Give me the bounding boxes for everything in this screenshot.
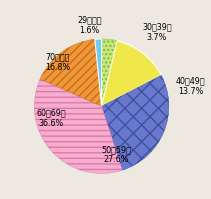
Wedge shape xyxy=(101,75,169,170)
Text: 50～59歳
27.6%: 50～59歳 27.6% xyxy=(101,145,131,164)
Text: 70歳以上
16.8%: 70歳以上 16.8% xyxy=(45,53,70,72)
Text: 29歳以下
1.6%: 29歳以下 1.6% xyxy=(77,16,102,35)
Wedge shape xyxy=(40,39,101,106)
Wedge shape xyxy=(101,39,117,106)
Wedge shape xyxy=(101,41,161,106)
Text: 30～39歳
3.7%: 30～39歳 3.7% xyxy=(142,22,172,42)
Wedge shape xyxy=(34,79,122,174)
Text: 40～49歳
13.7%: 40～49歳 13.7% xyxy=(176,76,205,96)
Wedge shape xyxy=(95,39,101,106)
Text: 60～69歳
36.6%: 60～69歳 36.6% xyxy=(36,109,66,128)
